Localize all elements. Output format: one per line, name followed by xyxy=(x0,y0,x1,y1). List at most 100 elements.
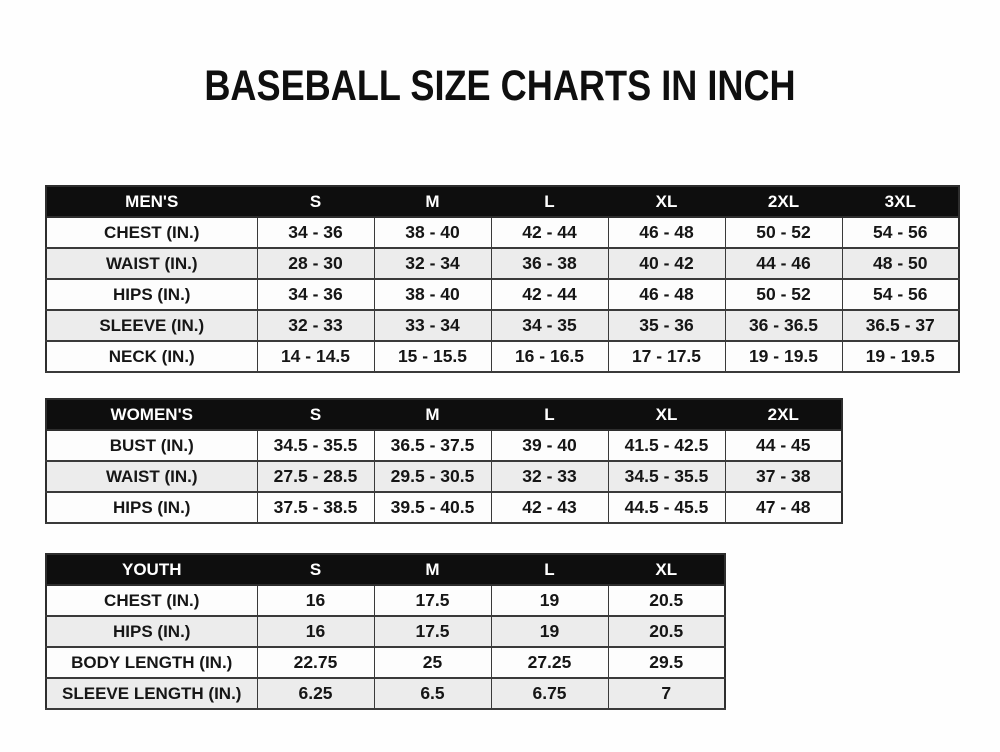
youth-size-table: YOUTH S M L XL CHEST (IN.) 16 17.5 19 20.5 HIPS (I… xyxy=(45,553,726,710)
size-value: 34 - 36 xyxy=(256,278,375,311)
size-value: 6.75 xyxy=(490,677,609,710)
size-value: 46 - 48 xyxy=(607,278,726,311)
size-value: 14 - 14.5 xyxy=(256,340,375,373)
size-value: 6.25 xyxy=(256,677,375,710)
size-value: 19 xyxy=(490,615,609,648)
size-value: 27.25 xyxy=(490,646,609,679)
size-value: 32 - 33 xyxy=(490,460,609,493)
size-column-header: XL xyxy=(607,185,726,218)
size-value: 32 - 34 xyxy=(373,247,492,280)
size-column-header: L xyxy=(490,398,609,431)
measurement-label: HIPS (IN.) xyxy=(45,491,258,524)
size-value: 44.5 - 45.5 xyxy=(607,491,726,524)
table-row: HIPS (IN.) 34 - 36 38 - 40 42 - 44 46 - 48 50… xyxy=(45,278,960,311)
size-value: 32 - 33 xyxy=(256,309,375,342)
size-value: 20.5 xyxy=(607,584,726,617)
table-row: BODY LENGTH (IN.) 22.75 25 27.25 29.5 xyxy=(45,646,726,679)
measurement-label: SLEEVE (IN.) xyxy=(45,309,258,342)
table-group-label: MEN'S xyxy=(45,185,258,218)
size-value: 36.5 - 37.5 xyxy=(373,429,492,462)
table-row: HIPS (IN.) 37.5 - 38.5 39.5 - 40.5 42 - 43 4… xyxy=(45,491,843,524)
size-value: 15 - 15.5 xyxy=(373,340,492,373)
size-value: 28 - 30 xyxy=(256,247,375,280)
size-value: 44 - 46 xyxy=(724,247,843,280)
size-column-header: S xyxy=(256,185,375,218)
size-value: 40 - 42 xyxy=(607,247,726,280)
size-column-header: 2XL xyxy=(724,185,843,218)
table-header-row: MEN'S S M L XL 2XL 3XL xyxy=(45,185,960,218)
measurement-label: HIPS (IN.) xyxy=(45,615,258,648)
size-value: 19 xyxy=(490,584,609,617)
size-value: 27.5 - 28.5 xyxy=(256,460,375,493)
table-row: CHEST (IN.) 34 - 36 38 - 40 42 - 44 46 - 48 5… xyxy=(45,216,960,249)
table-row: HIPS (IN.) 16 17.5 19 20.5 xyxy=(45,615,726,648)
table-row: BUST (IN.) 34.5 - 35.5 36.5 - 37.5 39 - 40 4… xyxy=(45,429,843,462)
table-row: NECK (IN.) 14 - 14.5 15 - 15.5 16 - 16.5 17 … xyxy=(45,340,960,373)
size-value: 37 - 38 xyxy=(724,460,843,493)
size-value: 17.5 xyxy=(373,615,492,648)
size-value: 54 - 56 xyxy=(841,278,960,311)
size-column-header: S xyxy=(256,553,375,586)
size-column-header: XL xyxy=(607,398,726,431)
size-value: 34 - 36 xyxy=(256,216,375,249)
size-column-header: S xyxy=(256,398,375,431)
size-value: 34 - 35 xyxy=(490,309,609,342)
size-column-header: 2XL xyxy=(724,398,843,431)
size-value: 54 - 56 xyxy=(841,216,960,249)
page-title-text: BASEBALL SIZE CHARTS IN INCH xyxy=(204,62,796,110)
size-value: 50 - 52 xyxy=(724,278,843,311)
size-value: 34.5 - 35.5 xyxy=(256,429,375,462)
size-value: 19 - 19.5 xyxy=(841,340,960,373)
measurement-label: WAIST (IN.) xyxy=(45,460,258,493)
table-row: WAIST (IN.) 27.5 - 28.5 29.5 - 30.5 32 - 33… xyxy=(45,460,843,493)
measurement-label: BUST (IN.) xyxy=(45,429,258,462)
size-column-header: M xyxy=(373,553,492,586)
size-column-header: M xyxy=(373,398,492,431)
measurement-label: CHEST (IN.) xyxy=(45,584,258,617)
size-value: 39 - 40 xyxy=(490,429,609,462)
table-row: SLEEVE LENGTH (IN.) 6.25 6.5 6.75 7 xyxy=(45,677,726,710)
size-column-header: L xyxy=(490,185,609,218)
size-value: 48 - 50 xyxy=(841,247,960,280)
size-value: 39.5 - 40.5 xyxy=(373,491,492,524)
size-value: 41.5 - 42.5 xyxy=(607,429,726,462)
size-value: 34.5 - 35.5 xyxy=(607,460,726,493)
size-column-header: L xyxy=(490,553,609,586)
measurement-label: WAIST (IN.) xyxy=(45,247,258,280)
size-value: 36.5 - 37 xyxy=(841,309,960,342)
size-column-header: M xyxy=(373,185,492,218)
size-value: 35 - 36 xyxy=(607,309,726,342)
size-value: 36 - 36.5 xyxy=(724,309,843,342)
size-column-header: XL xyxy=(607,553,726,586)
measurement-label: BODY LENGTH (IN.) xyxy=(45,646,258,679)
size-value: 16 - 16.5 xyxy=(490,340,609,373)
size-value: 16 xyxy=(256,615,375,648)
size-value: 6.5 xyxy=(373,677,492,710)
measurement-label: NECK (IN.) xyxy=(45,340,258,373)
size-value: 25 xyxy=(373,646,492,679)
size-value: 42 - 44 xyxy=(490,216,609,249)
size-value: 33 - 34 xyxy=(373,309,492,342)
size-value: 42 - 43 xyxy=(490,491,609,524)
table-row: SLEEVE (IN.) 32 - 33 33 - 34 34 - 35 35 - 36… xyxy=(45,309,960,342)
size-value: 16 xyxy=(256,584,375,617)
measurement-label: SLEEVE LENGTH (IN.) xyxy=(45,677,258,710)
size-value: 17.5 xyxy=(373,584,492,617)
measurement-label: CHEST (IN.) xyxy=(45,216,258,249)
table-row: CHEST (IN.) 16 17.5 19 20.5 xyxy=(45,584,726,617)
mens-size-table: MEN'S S M L XL 2XL 3XL CHEST (IN.) 34 - 36 38 - 4… xyxy=(45,185,960,373)
table-group-label: YOUTH xyxy=(45,553,258,586)
size-column-header: 3XL xyxy=(841,185,960,218)
size-value: 17 - 17.5 xyxy=(607,340,726,373)
table-group-label: WOMEN'S xyxy=(45,398,258,431)
table-row: WAIST (IN.) 28 - 30 32 - 34 36 - 38 40 - 42 4… xyxy=(45,247,960,280)
size-value: 36 - 38 xyxy=(490,247,609,280)
size-value: 42 - 44 xyxy=(490,278,609,311)
table-header-row: YOUTH S M L XL xyxy=(45,553,726,586)
measurement-label: HIPS (IN.) xyxy=(45,278,258,311)
size-value: 7 xyxy=(607,677,726,710)
size-value: 46 - 48 xyxy=(607,216,726,249)
size-value: 20.5 xyxy=(607,615,726,648)
womens-size-table: WOMEN'S S M L XL 2XL BUST (IN.) 34.5 - 35.5 36.5… xyxy=(45,398,843,524)
